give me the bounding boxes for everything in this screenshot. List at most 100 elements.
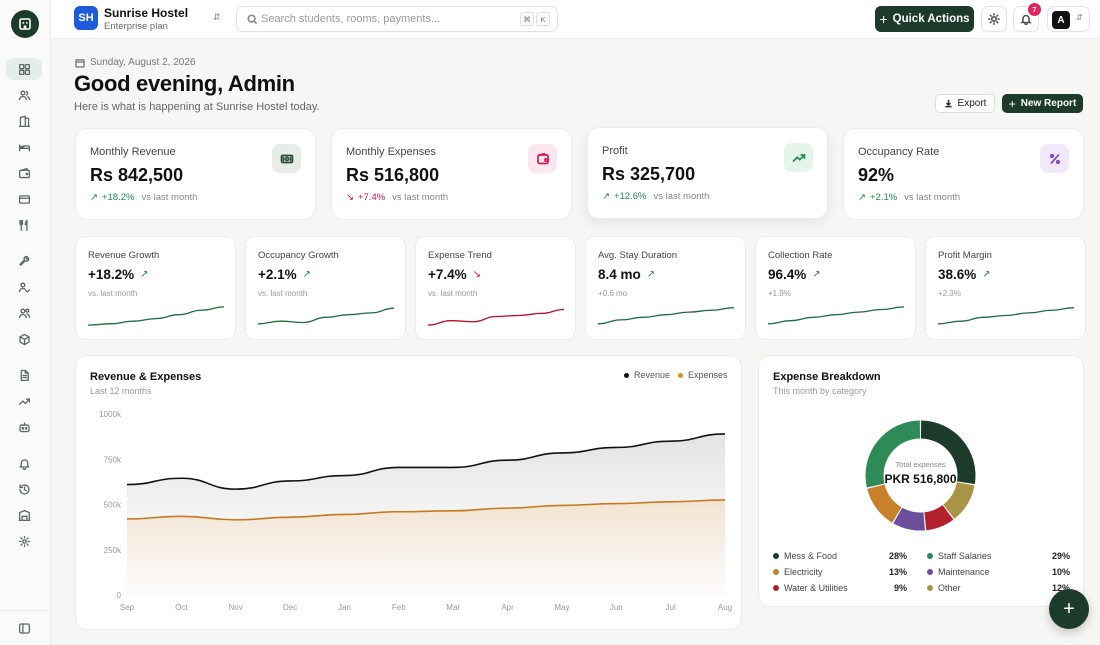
- metric-sub: vs. last month: [88, 289, 138, 298]
- legend-item-revenue[interactable]: Revenue: [624, 370, 670, 380]
- breakdown-legend-item[interactable]: Water & Utilities: [773, 583, 848, 593]
- metric-card-collection-rate[interactable]: Collection Rate 96.4% ↗ +1.8%: [755, 236, 916, 340]
- data-point-expenses[interactable]: [447, 505, 459, 517]
- data-point-revenue[interactable]: [284, 475, 296, 487]
- data-point-expenses[interactable]: [719, 494, 731, 506]
- search-bar[interactable]: ⌘ K: [236, 6, 558, 32]
- donut-slice-staff-salaries[interactable]: [865, 420, 921, 488]
- new-report-button[interactable]: + New Report: [1002, 94, 1083, 113]
- data-point-revenue[interactable]: [719, 428, 731, 440]
- metric-sub: +2.3%: [938, 289, 961, 298]
- data-point-expenses[interactable]: [610, 498, 622, 510]
- data-point-expenses[interactable]: [284, 511, 296, 523]
- breakdown-legend-item[interactable]: Staff Salaries: [927, 551, 991, 561]
- data-point-revenue[interactable]: [121, 479, 133, 491]
- breakdown-legend-item[interactable]: Other: [927, 583, 961, 593]
- payments-icon: [18, 167, 30, 178]
- metric-card-profit-margin[interactable]: Profit Margin 38.6% ↗ +2.3%: [925, 236, 1086, 340]
- sidebar-item-billing[interactable]: [6, 188, 42, 210]
- donut-slice-other[interactable]: [943, 482, 975, 519]
- series-line-revenue[interactable]: [126, 433, 726, 490]
- category-name: Maintenance: [938, 567, 990, 577]
- collapse-sidebar-icon[interactable]: [6, 617, 42, 639]
- metric-card-revenue-growth[interactable]: Revenue Growth +18.2% ↗ vs. last month: [75, 236, 236, 340]
- theme-toggle-button[interactable]: [981, 6, 1007, 32]
- donut-slice-electricity[interactable]: [867, 484, 902, 523]
- export-button[interactable]: Export: [935, 94, 995, 113]
- donut-slice-maintenance[interactable]: [893, 507, 925, 531]
- sidebar-item-maintenance[interactable]: [6, 250, 42, 272]
- data-point-expenses[interactable]: [175, 510, 187, 522]
- sidebar-item-visitors[interactable]: [6, 302, 42, 324]
- breakdown-legend-item[interactable]: Electricity: [773, 567, 823, 577]
- metric-card-avg-stay-duration[interactable]: Avg. Stay Duration 8.4 mo ↗ +0.6 mo: [585, 236, 746, 340]
- sidebar-item-building[interactable]: [6, 504, 42, 526]
- sidebar-item-inventory[interactable]: [6, 328, 42, 350]
- data-point-revenue[interactable]: [393, 461, 405, 473]
- sidebar-item-rooms[interactable]: [6, 110, 42, 132]
- hostel-avatar[interactable]: SH: [74, 6, 98, 30]
- donut-center-label: Total expenses: [895, 460, 946, 469]
- hostel-switcher-icon[interactable]: ⇵: [213, 12, 221, 22]
- quick-actions-button[interactable]: + Quick Actions: [875, 6, 974, 32]
- data-point-revenue[interactable]: [502, 454, 514, 466]
- hostel-logo-icon[interactable]: [11, 10, 39, 38]
- y-tick-label: 250k: [104, 546, 122, 555]
- donut-slice-water-utilities[interactable]: [924, 505, 954, 531]
- data-point-expenses[interactable]: [556, 499, 568, 511]
- top-header: SH Sunrise Hostel Enterprise plan ⇵ ⌘ K …: [51, 0, 1100, 39]
- donut-slice-mess-food[interactable]: [920, 420, 976, 485]
- data-point-revenue[interactable]: [230, 483, 242, 495]
- sidebar-item-automation[interactable]: [6, 416, 42, 438]
- cash-icon: [272, 144, 301, 173]
- search-input[interactable]: [261, 11, 511, 27]
- sidebar-item-dashboard[interactable]: [6, 58, 42, 80]
- sidebar-item-settings[interactable]: [6, 530, 42, 552]
- data-point-expenses[interactable]: [230, 514, 242, 526]
- legend-dot: [927, 569, 933, 575]
- sidebar-item-notifications[interactable]: [6, 452, 42, 474]
- series-line-expenses[interactable]: [126, 499, 726, 521]
- floating-add-button[interactable]: +: [1049, 589, 1089, 629]
- sidebar-item-history[interactable]: [6, 478, 42, 500]
- kpi-card-occupancy-rate[interactable]: Occupancy Rate 92% ↗ +2.1% vs last month: [843, 128, 1084, 220]
- data-point-revenue[interactable]: [665, 435, 677, 447]
- account-menu[interactable]: A ⇵: [1047, 6, 1090, 32]
- breakdown-legend-item[interactable]: Mess & Food: [773, 551, 837, 561]
- new-report-label: New Report: [1020, 98, 1077, 109]
- kpi-card-monthly-expenses[interactable]: Monthly Expenses Rs 516,800 ↘ +7.4% vs last …: [331, 128, 572, 220]
- metric-card-occupancy-growth[interactable]: Occupancy Growth +2.1% ↗ vs. last month: [245, 236, 406, 340]
- kpi-card-profit[interactable]: Profit Rs 325,700 ↗ +12.6% vs last month: [587, 127, 828, 219]
- sidebar-item-mess[interactable]: [6, 214, 42, 236]
- metric-value: 8.4 mo: [598, 267, 641, 282]
- breakdown-legend-item[interactable]: Maintenance: [927, 567, 990, 577]
- data-point-revenue[interactable]: [610, 441, 622, 453]
- metric-value-row: 38.6% ↗: [938, 267, 991, 282]
- sidebar-item-documents[interactable]: [6, 364, 42, 386]
- data-point-revenue[interactable]: [175, 472, 187, 484]
- x-tick-label: Jan: [338, 603, 351, 612]
- legend-dot: [773, 553, 779, 559]
- sidebar-item-staff[interactable]: [6, 276, 42, 298]
- data-point-expenses[interactable]: [665, 496, 677, 508]
- sidebar-item-payments[interactable]: [6, 162, 42, 184]
- data-point-revenue[interactable]: [556, 447, 568, 459]
- sidebar-item-reports[interactable]: [6, 390, 42, 412]
- metric-card-expense-trend[interactable]: Expense Trend +7.4% ↘ vs. last month: [415, 236, 576, 340]
- data-point-revenue[interactable]: [447, 461, 459, 473]
- data-point-revenue[interactable]: [338, 470, 350, 482]
- legend-item-expenses[interactable]: Expenses: [678, 370, 728, 380]
- legend-dot: [927, 585, 933, 591]
- data-point-expenses[interactable]: [338, 508, 350, 520]
- kpi-card-monthly-revenue[interactable]: Monthly Revenue Rs 842,500 ↗ +18.2% vs last …: [75, 128, 316, 220]
- data-point-expenses[interactable]: [393, 506, 405, 518]
- plus-icon: +: [1063, 597, 1075, 620]
- hostel-name[interactable]: Sunrise Hostel: [104, 6, 189, 20]
- sidebar-item-students[interactable]: [6, 84, 42, 106]
- data-point-expenses[interactable]: [502, 502, 514, 514]
- x-tick-label: Aug: [718, 603, 732, 612]
- kpi-label: Profit: [602, 145, 628, 157]
- data-point-expenses[interactable]: [121, 513, 133, 525]
- sidebar-item-beds[interactable]: [6, 136, 42, 158]
- y-tick-label: 0: [117, 591, 122, 600]
